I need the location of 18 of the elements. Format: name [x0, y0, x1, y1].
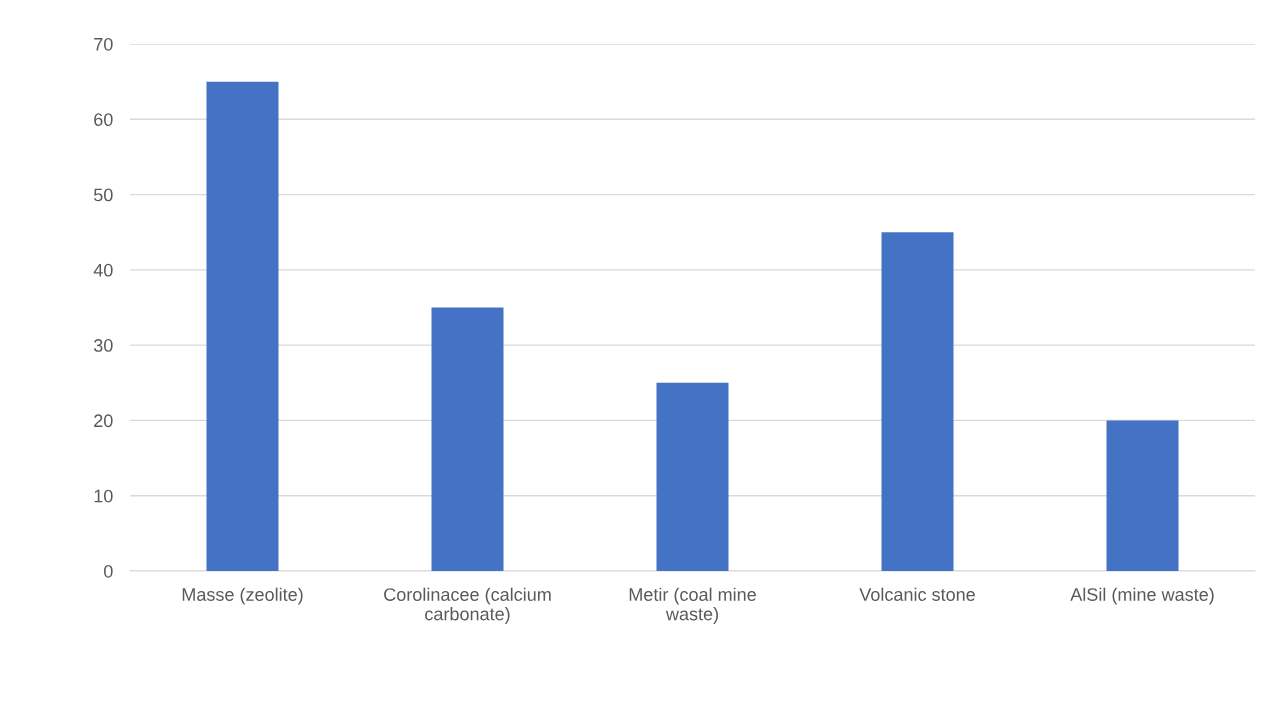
y-tick-label: 60 [94, 113, 113, 127]
x-tick-label: Metir (coal mine waste) [629, 587, 756, 624]
x-tick-label: Volcanic stone [859, 587, 975, 601]
y-tick-label: 70 [94, 37, 113, 51]
y-tick-label: 30 [93, 339, 113, 352]
y-tick-label: 10 [94, 489, 113, 503]
bar [656, 382, 729, 571]
y-tick-label: 20 [94, 414, 113, 428]
bar [206, 81, 279, 571]
bar [881, 232, 954, 571]
x-tick-label: Corolinacee (calcium carbonate) [384, 587, 551, 624]
bar [1106, 420, 1179, 571]
x-tick-label: Masse (zeolite) [182, 587, 303, 605]
y-tick-label: 50 [93, 188, 113, 202]
y-tick-label: 40 [93, 263, 113, 277]
x-tick-label: AlSil (mine waste) [1070, 587, 1214, 605]
y-tick-label: 0 [104, 564, 113, 578]
bar [431, 307, 504, 571]
